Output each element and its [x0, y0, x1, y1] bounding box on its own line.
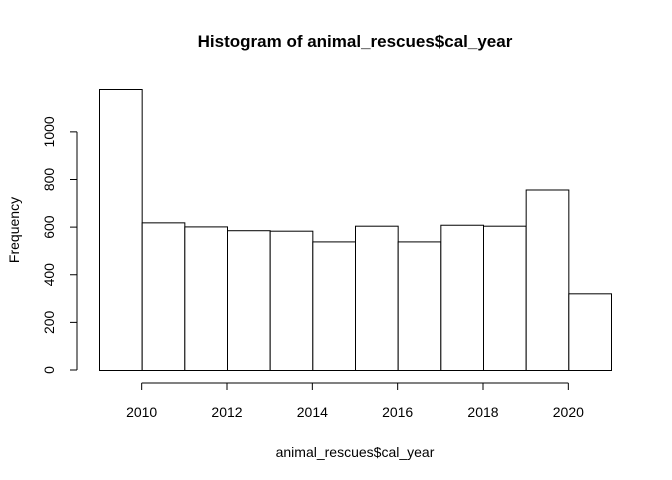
y-tick-label-1000: 1000: [41, 116, 57, 147]
histogram-bar-6: [312, 241, 357, 371]
y-tick-label-400: 400: [41, 263, 57, 287]
histogram-bar-9: [440, 224, 485, 371]
y-tick-label-200: 200: [41, 310, 57, 334]
x-tick-label-2012: 2012: [211, 404, 242, 420]
histogram-bar-5: [269, 230, 314, 371]
x-axis-label: animal_rescues$cal_year: [276, 444, 435, 460]
histogram-bar-10: [483, 225, 527, 371]
y-axis-label: Frequency: [6, 197, 22, 263]
histogram-bar-7: [355, 225, 399, 371]
histogram-bar-8: [397, 241, 442, 371]
y-tick-label-0: 0: [41, 366, 57, 374]
x-axis: 2010 2012 2014 2016 2018 2020: [126, 382, 584, 420]
histogram-bar-4: [227, 230, 271, 371]
histogram-bar-2: [141, 222, 186, 371]
x-tick-label-2016: 2016: [382, 404, 413, 420]
bar-group: [99, 89, 612, 372]
x-tick-label-2014: 2014: [297, 404, 328, 420]
histogram-bar-11: [525, 189, 570, 371]
x-tick-label-2018: 2018: [467, 404, 498, 420]
histogram-bar-3: [184, 226, 228, 371]
chart-title: Histogram of animal_rescues$cal_year: [198, 32, 513, 51]
x-tick-label-2020: 2020: [553, 404, 584, 420]
histogram-bar-1: [99, 89, 143, 371]
y-axis: 0 200 400 600 800 1000: [41, 116, 78, 374]
y-tick-label-600: 600: [41, 215, 57, 239]
x-tick-label-2010: 2010: [126, 404, 157, 420]
histogram-bar-12: [568, 293, 612, 372]
y-tick-label-800: 800: [41, 168, 57, 192]
